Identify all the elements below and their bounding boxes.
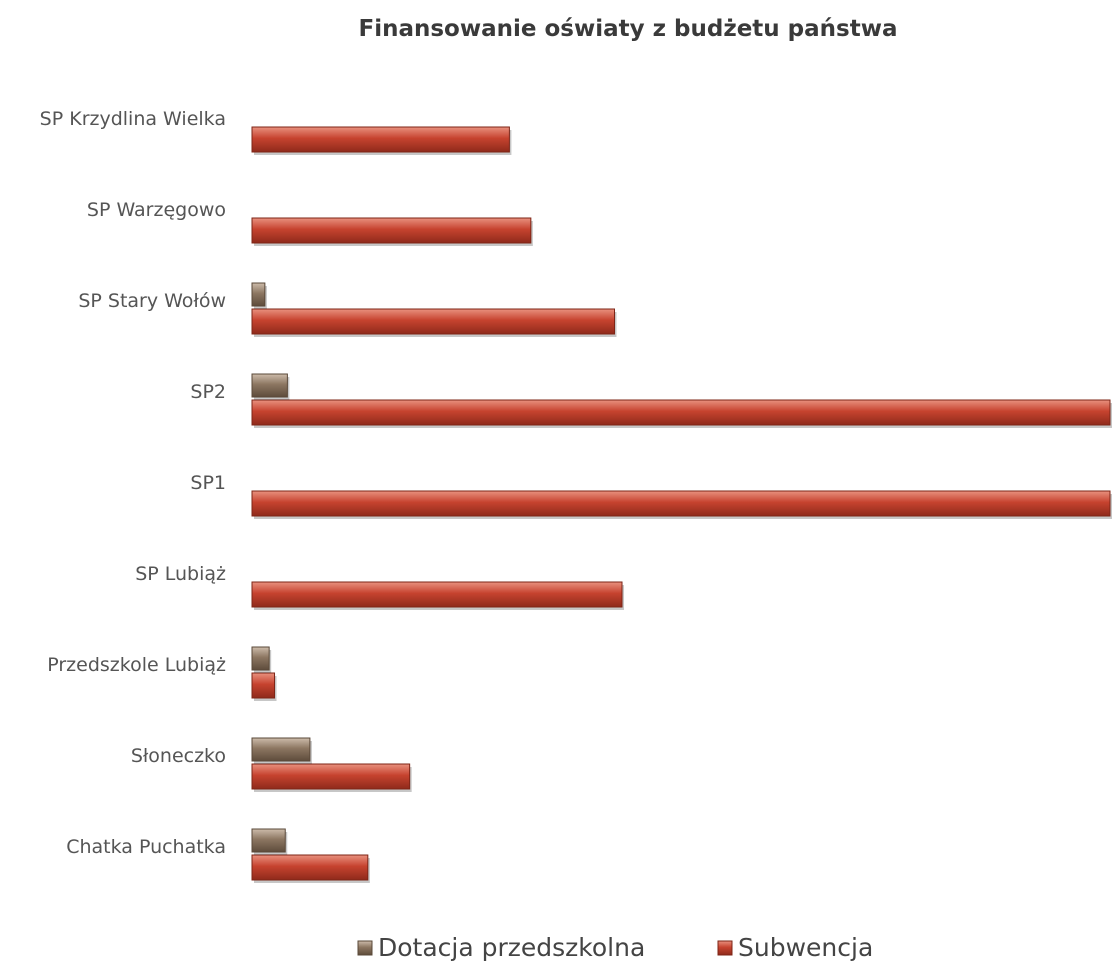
bar-dotacja [251,737,311,762]
chart-title: Finansowanie oświaty z budżetu państwa [359,16,898,42]
legend-label: Dotacja przedszkolna [378,933,645,962]
legend-swatch [717,940,733,956]
bar-subwencja [251,217,532,244]
category-label: Słoneczko [131,745,226,767]
category-label: Chatka Puchatka [66,836,226,858]
bar-subwencja [251,763,411,790]
bar-dotacja [251,646,270,671]
bar-subwencja [251,399,1111,426]
legend: Dotacja przedszkolna Subwencja [357,933,873,962]
category-label: Przedszkole Lubiąż [47,654,226,676]
legend-swatch [357,940,373,956]
category-label: SP Stary Wołów [78,290,226,312]
bar-subwencja [251,854,369,881]
bar-subwencja [251,308,616,335]
bar-subwencja [251,581,623,608]
category-label: SP1 [190,472,226,494]
category-label: SP2 [190,381,226,403]
bar-subwencja [251,126,510,153]
bar-dotacja [251,373,288,398]
bar-dotacja [251,282,266,307]
bar-subwencja [251,672,276,699]
bar-subwencja [251,490,1111,517]
category-label: SP Krzydlina Wielka [40,108,226,130]
legend-label: Subwencja [738,933,873,962]
category-label: SP Lubiąż [135,563,226,585]
bar-dotacja [251,828,286,853]
bars-layer [251,126,1112,883]
category-labels: SP Krzydlina Wielka SP Warzęgowo SP Stary … [40,108,226,858]
category-label: SP Warzęgowo [87,199,226,221]
